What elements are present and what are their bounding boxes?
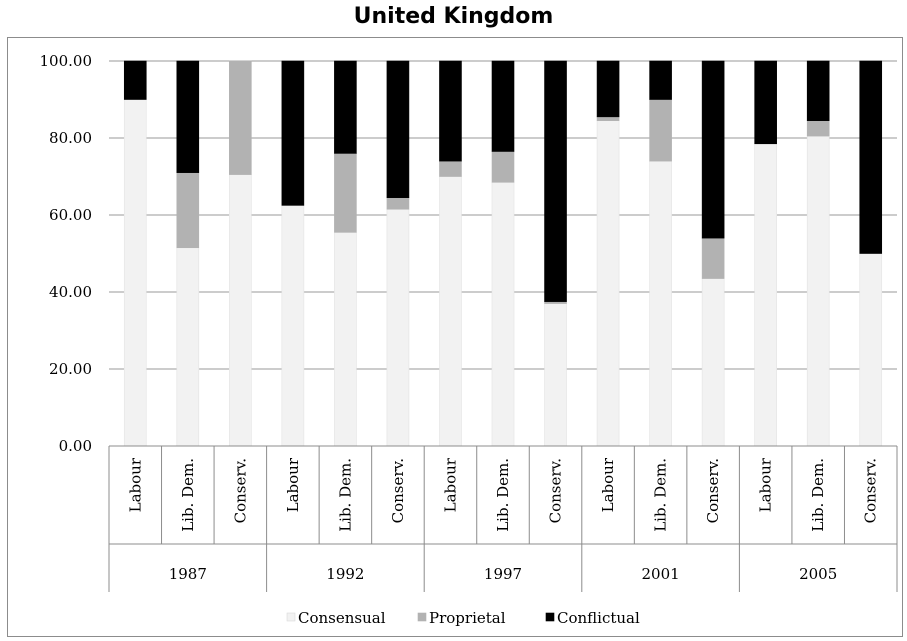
- bar-segment: [754, 143, 777, 447]
- bar-segment: [859, 253, 883, 447]
- bar-segment: [649, 160, 672, 447]
- bar-segment: [229, 174, 252, 447]
- year-label: 1987: [169, 565, 207, 583]
- year-label: 2001: [642, 565, 680, 583]
- bar-segment: [701, 278, 725, 447]
- bar-segment: [281, 205, 305, 447]
- category-label: Labour: [599, 457, 617, 512]
- y-tick-label: 60.00: [49, 206, 92, 224]
- category-label: Conserv.: [389, 458, 407, 523]
- chart-title: United Kingdom: [353, 4, 554, 29]
- y-tick-label: 40.00: [49, 283, 92, 301]
- y-tick-label: 80.00: [49, 129, 92, 147]
- chart-frame: [7, 37, 903, 637]
- axes: 0.00 20.00 40.00 60.00 80.00 100.00 Labour Lib.…: [40, 52, 898, 592]
- bar-segment: [754, 60, 777, 145]
- bar-segment: [596, 120, 620, 447]
- bar-segment: [701, 237, 725, 279]
- bar-segment: [806, 60, 830, 121]
- bar-segment: [806, 120, 830, 137]
- bar-segment: [176, 60, 200, 173]
- bar-segment: [439, 160, 462, 177]
- legend-swatch: [417, 612, 427, 622]
- bar-segment: [649, 99, 672, 162]
- year-label: 2005: [799, 565, 837, 583]
- bar-segment: [491, 181, 515, 447]
- legend-label: Proprietal: [429, 609, 506, 627]
- category-label: Lib. Dem.: [336, 458, 354, 532]
- bar-segment: [176, 247, 200, 447]
- y-tick-label: 20.00: [49, 360, 92, 378]
- category-label: Conserv.: [862, 458, 880, 523]
- legend-label: Conflictual: [557, 609, 640, 627]
- bar-segment: [281, 60, 305, 206]
- y-tick-label: 0.00: [59, 437, 92, 455]
- category-label: Lib. Dem.: [494, 458, 512, 532]
- category-label: Lib. Dem.: [179, 458, 197, 532]
- legend: Consensual Proprietal Conflictual: [286, 609, 640, 627]
- bar-segment: [649, 60, 672, 100]
- bar-segment: [491, 60, 515, 152]
- bar-segment: [334, 232, 357, 447]
- category-label: Lib. Dem.: [652, 458, 670, 532]
- year-label: 1997: [484, 565, 522, 583]
- bar-segment: [123, 60, 147, 100]
- bar-segment: [544, 303, 567, 447]
- bar-segment: [334, 153, 357, 233]
- bar-segment: [386, 60, 410, 198]
- bar-segment: [439, 176, 462, 447]
- bar-segment: [544, 60, 567, 302]
- category-label: Conserv.: [704, 458, 722, 523]
- bar-segment: [859, 60, 883, 254]
- legend-label: Consensual: [298, 609, 386, 627]
- bar-segment: [806, 135, 830, 447]
- y-tick-label: 100.00: [40, 52, 93, 70]
- bar-segment: [386, 208, 410, 447]
- bar-segment: [596, 60, 620, 118]
- category-label: Conserv.: [231, 458, 249, 523]
- category-label: Lib. Dem.: [809, 458, 827, 532]
- bar-segment: [176, 172, 200, 249]
- legend-swatch: [545, 612, 555, 622]
- year-label: 1992: [326, 565, 364, 583]
- category-label: Labour: [441, 457, 459, 512]
- category-label: Labour: [757, 457, 775, 512]
- category-label: Labour: [126, 457, 144, 512]
- legend-swatch: [286, 612, 296, 622]
- bar-segment: [123, 99, 147, 447]
- bars: [123, 60, 883, 447]
- bar-segment: [596, 116, 620, 121]
- category-label: Conserv.: [547, 458, 565, 523]
- bar-segment: [491, 151, 515, 183]
- bar-segment: [386, 197, 410, 210]
- bar-segment: [439, 60, 462, 162]
- bar-segment: [334, 60, 357, 154]
- bar-segment: [229, 60, 252, 175]
- bar-segment: [701, 60, 725, 239]
- category-label: Labour: [284, 457, 302, 512]
